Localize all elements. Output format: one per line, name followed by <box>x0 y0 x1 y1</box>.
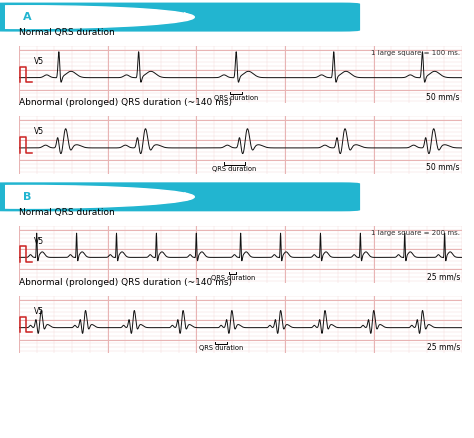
Text: B: B <box>23 192 31 202</box>
Text: 1 large square = 200 ms.: 1 large square = 200 ms. <box>372 230 460 236</box>
Text: A: A <box>23 12 31 22</box>
Text: 25 mm/s: 25 mm/s <box>427 272 460 281</box>
Text: V5: V5 <box>34 57 44 66</box>
Text: Paper speed 25 mm/s: Paper speed 25 mm/s <box>58 192 192 202</box>
Text: 50 mm/s: 50 mm/s <box>427 92 460 101</box>
Text: V5: V5 <box>34 307 44 316</box>
Text: QRS duration: QRS duration <box>212 166 256 172</box>
Text: Paper speed 50 mm/s: Paper speed 50 mm/s <box>58 12 192 22</box>
Text: QRS duration: QRS duration <box>214 95 258 102</box>
Text: 25 mm/s: 25 mm/s <box>427 343 460 351</box>
FancyBboxPatch shape <box>0 3 360 32</box>
Text: Abnormal (prolonged) QRS duration (~140 ms): Abnormal (prolonged) QRS duration (~140 … <box>19 99 232 107</box>
Text: QRS duration: QRS duration <box>199 346 243 351</box>
Text: Normal QRS duration: Normal QRS duration <box>19 208 115 217</box>
Text: Normal QRS duration: Normal QRS duration <box>19 28 115 37</box>
Text: 1 large square = 100 ms.: 1 large square = 100 ms. <box>371 50 461 56</box>
Text: V5: V5 <box>34 237 44 246</box>
Text: 50 mm/s: 50 mm/s <box>427 162 460 172</box>
Text: Abnormal (prolonged) QRS duration (~140 ms): Abnormal (prolonged) QRS duration (~140 … <box>19 278 232 287</box>
Circle shape <box>0 6 194 28</box>
FancyBboxPatch shape <box>0 182 360 212</box>
Text: QRS duration: QRS duration <box>210 275 255 281</box>
Circle shape <box>0 185 194 208</box>
Text: V5: V5 <box>34 127 44 136</box>
